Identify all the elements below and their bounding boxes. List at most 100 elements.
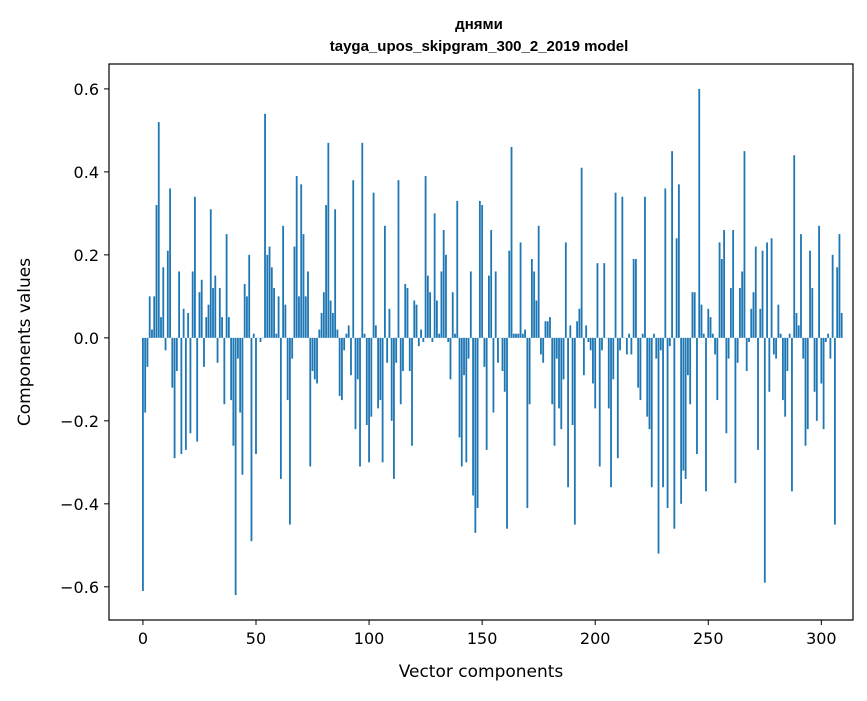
bar-155: [493, 338, 495, 413]
bar-120: [413, 301, 415, 338]
bar-174: [536, 301, 538, 338]
bar-107: [384, 226, 386, 338]
bar-23: [194, 197, 196, 338]
bar-24: [196, 338, 198, 442]
bar-58: [273, 288, 275, 338]
bar-104: [377, 338, 379, 409]
bar-98: [364, 334, 366, 338]
bar-238: [680, 338, 682, 504]
bar-22: [192, 271, 194, 337]
bar-75: [312, 338, 314, 371]
y-tick-label: 0.0: [74, 329, 99, 348]
bar-211: [619, 338, 621, 350]
bar-259: [728, 338, 730, 359]
bar-284: [784, 338, 786, 417]
bar-283: [782, 338, 784, 400]
bar-156: [495, 271, 497, 337]
bar-7: [158, 122, 160, 338]
bar-4: [151, 330, 153, 338]
bar-76: [314, 338, 316, 379]
bar-306: [834, 338, 836, 525]
bar-96: [359, 338, 361, 467]
bar-52: [260, 338, 262, 342]
bar-201: [597, 263, 599, 338]
bar-179: [547, 321, 549, 338]
bar-228: [658, 338, 660, 554]
bar-254: [716, 338, 718, 400]
bar-252: [712, 334, 714, 338]
bar-123: [420, 330, 422, 338]
bar-210: [617, 338, 619, 458]
bar-55: [266, 255, 268, 338]
y-tick-label: −0.6: [60, 578, 99, 597]
bar-154: [490, 230, 492, 338]
bar-34: [219, 288, 221, 338]
bar-187: [565, 242, 567, 337]
bar-132: [441, 271, 443, 337]
bar-41: [235, 338, 237, 595]
bar-191: [574, 338, 576, 525]
bar-304: [829, 338, 831, 359]
bar-84: [332, 313, 334, 338]
bar-91: [348, 325, 350, 337]
chart-subtitle: tayga_upos_skipgram_300_2_2019 model: [330, 38, 629, 55]
bar-196: [585, 325, 587, 337]
bar-130: [436, 301, 438, 338]
bar-29: [208, 305, 210, 338]
bar-268: [748, 338, 750, 342]
x-axis-label: Vector components: [399, 662, 564, 682]
bar-106: [382, 338, 384, 462]
bar-242: [689, 338, 691, 404]
bar-122: [418, 338, 420, 346]
bar-237: [678, 184, 680, 338]
bar-90: [346, 334, 348, 338]
bar-60: [278, 296, 280, 337]
bar-89: [343, 338, 345, 350]
bar-296: [811, 288, 813, 338]
bar-224: [649, 338, 651, 429]
bar-222: [644, 197, 646, 338]
bar-189: [569, 325, 571, 337]
bar-274: [762, 251, 764, 338]
bar-45: [244, 284, 246, 338]
bar-199: [592, 338, 594, 384]
bar-88: [341, 338, 343, 400]
bar-265: [741, 271, 743, 337]
bar-121: [416, 305, 418, 338]
bar-103: [375, 325, 377, 337]
bar-164: [513, 334, 515, 338]
bar-287: [791, 338, 793, 492]
bar-180: [549, 317, 551, 338]
bar-68: [296, 176, 298, 338]
bar-65: [289, 338, 291, 525]
bar-136: [450, 338, 452, 379]
bar-218: [635, 259, 637, 338]
bar-44: [242, 338, 244, 475]
bar-141: [461, 338, 463, 467]
bar-195: [583, 338, 585, 375]
x-tick-label: 100: [354, 629, 385, 648]
x-tick-label: 0: [138, 629, 148, 648]
bar-140: [459, 338, 461, 438]
bar-69: [298, 296, 300, 337]
bar-95: [357, 338, 359, 379]
bar-42: [237, 338, 239, 359]
bar-10: [165, 338, 167, 350]
bar-186: [563, 338, 565, 379]
bar-255: [719, 242, 721, 337]
bar-37: [226, 234, 228, 338]
bar-209: [615, 193, 617, 338]
bar-288: [793, 155, 795, 338]
bar-153: [488, 276, 490, 338]
bar-71: [303, 234, 305, 338]
bar-258: [725, 338, 727, 433]
bar-32: [214, 276, 216, 338]
bar-291: [800, 234, 802, 338]
bar-0: [142, 338, 144, 591]
x-tick-label: 200: [580, 629, 611, 648]
bar-39: [230, 338, 232, 400]
bar-234: [671, 151, 673, 338]
bar-171: [529, 338, 531, 404]
bar-216: [630, 338, 632, 355]
bar-49: [253, 334, 255, 338]
